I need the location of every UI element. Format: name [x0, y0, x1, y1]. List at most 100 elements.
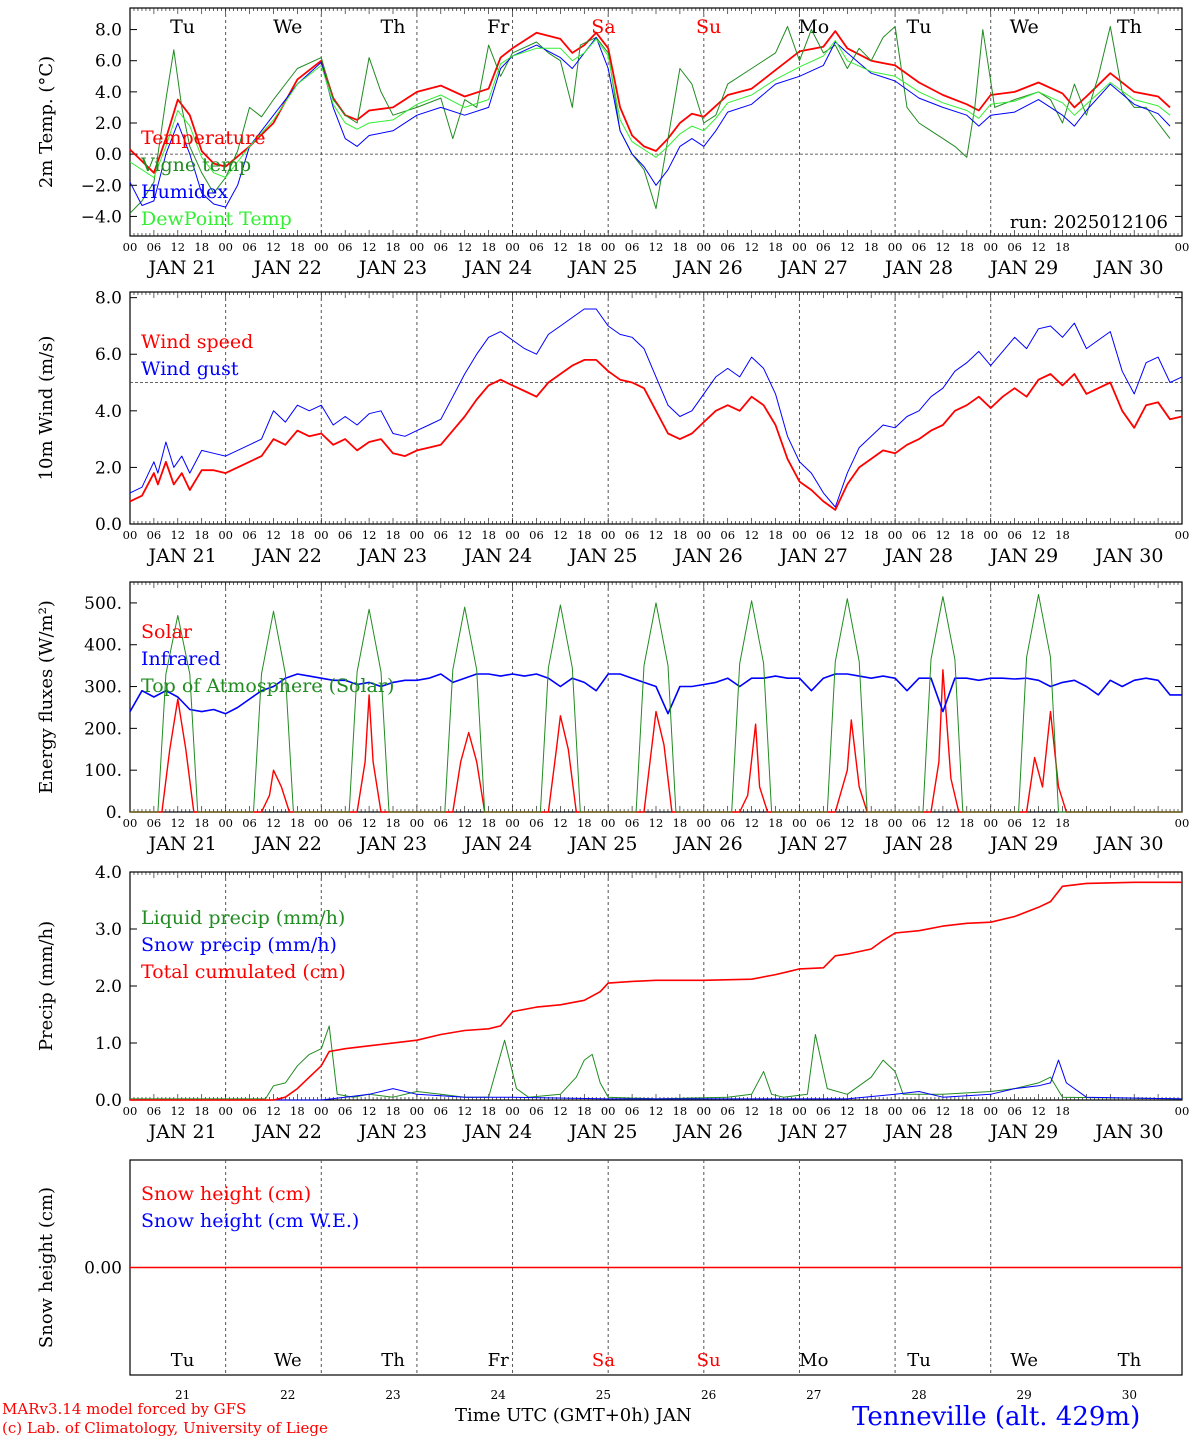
hour-tick-label: 06	[242, 816, 257, 830]
date-label: JAN 21	[147, 833, 217, 855]
legend-entry: Wind gust	[141, 358, 239, 380]
hour-tick-label: 12	[362, 240, 377, 254]
hour-tick-label: 00	[601, 240, 616, 254]
hour-tick-label: 12	[840, 240, 855, 254]
hour-tick-label: 06	[720, 816, 735, 830]
weekday-label: Sa	[592, 1350, 615, 1371]
y-axis-label: Snow height (cm)	[36, 1187, 57, 1348]
date-label: JAN 24	[462, 257, 532, 279]
weekday-label: Th	[381, 1350, 405, 1371]
hour-tick-label: 06	[147, 240, 162, 254]
date-label: JAN 21	[147, 545, 217, 567]
panel-frame	[129, 291, 1183, 525]
date-label: JAN 24	[462, 1121, 532, 1143]
date-label: JAN 23	[357, 545, 427, 567]
hour-tick-label: 18	[864, 240, 879, 254]
hour-tick-label: 06	[433, 240, 448, 254]
hour-tick-label: 06	[816, 816, 831, 830]
hour-tick-label: 00	[1175, 1104, 1190, 1118]
y-tick-label: 2.0	[95, 114, 122, 134]
y-axis-label: Energy fluxes (W/m²)	[36, 600, 57, 794]
day-number-label: 21	[175, 1388, 190, 1402]
y-tick-label: 6.0	[95, 345, 122, 365]
hour-tick-label: 00	[792, 816, 807, 830]
hour-tick-label: 18	[1055, 1104, 1070, 1118]
hour-tick-label: 00	[696, 1104, 711, 1118]
hour-tick-label: 06	[912, 240, 927, 254]
date-label: JAN 29	[988, 833, 1058, 855]
weekday-label: Tu	[907, 1350, 931, 1371]
date-label: JAN 23	[357, 257, 427, 279]
date-label: JAN 30	[1093, 1121, 1163, 1143]
hour-tick-label: 18	[577, 528, 592, 542]
date-label: JAN 30	[1093, 257, 1163, 279]
day-number-label: 22	[280, 1388, 295, 1402]
hour-tick-label: 00	[218, 528, 233, 542]
date-label: JAN 27	[778, 257, 848, 279]
hour-tick-label: 06	[912, 816, 927, 830]
hour-tick-label: 12	[553, 1104, 568, 1118]
hour-tick-label: 12	[457, 240, 472, 254]
hour-tick-label: 06	[338, 816, 353, 830]
hour-tick-label: 06	[338, 240, 353, 254]
day-number-label: 29	[1017, 1388, 1032, 1402]
date-label: JAN 21	[147, 1121, 217, 1143]
day-number-label: 26	[701, 1388, 716, 1402]
date-label: JAN 26	[673, 1121, 743, 1143]
hour-tick-label: 00	[314, 240, 329, 254]
weekday-label: Su	[697, 1350, 721, 1371]
weekday-label: Th	[1117, 16, 1142, 38]
hour-tick-label: 06	[529, 240, 544, 254]
hour-tick-label: 06	[816, 528, 831, 542]
hour-tick-label: 06	[529, 528, 544, 542]
legend-entry: Vigne temp	[140, 154, 251, 176]
hour-tick-label: 12	[1031, 528, 1046, 542]
hour-tick-label: 06	[912, 528, 927, 542]
hour-tick-label: 18	[1055, 816, 1070, 830]
hour-tick-label: 00	[792, 528, 807, 542]
date-label: JAN 24	[462, 833, 532, 855]
weekday-label: Mo	[798, 16, 829, 38]
hour-tick-label: 12	[170, 240, 185, 254]
hour-tick-label: 00	[505, 816, 520, 830]
legend-entry: Solar	[141, 621, 193, 643]
series-line	[129, 38, 1171, 178]
hour-tick-label: 12	[649, 816, 664, 830]
hour-tick-label: 00	[218, 816, 233, 830]
hour-tick-label: 12	[840, 528, 855, 542]
hour-tick-label: 00	[1175, 816, 1190, 830]
hour-tick-label: 06	[816, 240, 831, 254]
y-tick-label: 500.	[84, 594, 122, 614]
weekday-label: Th	[381, 16, 406, 38]
date-label: JAN 25	[567, 833, 637, 855]
hour-tick-label: 06	[147, 816, 162, 830]
hour-tick-label: 18	[577, 816, 592, 830]
date-label: JAN 27	[778, 545, 848, 567]
weekday-label: Su	[696, 16, 721, 38]
hour-tick-label: 18	[481, 1104, 496, 1118]
hour-tick-label: 06	[625, 528, 640, 542]
date-label: JAN 29	[988, 257, 1058, 279]
hour-tick-label: 12	[266, 1104, 281, 1118]
y-tick-label: −2.0	[81, 176, 122, 196]
date-label: JAN 25	[567, 257, 637, 279]
date-label: JAN 25	[567, 545, 637, 567]
weekday-label: We	[273, 16, 302, 38]
hour-tick-label: 06	[720, 240, 735, 254]
legend-entry: Snow height (cm)	[141, 1183, 311, 1205]
series-line	[130, 881, 1182, 1101]
hour-tick-label: 12	[1031, 1104, 1046, 1118]
hour-tick-label: 12	[457, 816, 472, 830]
date-label: JAN 30	[1093, 545, 1163, 567]
date-label: JAN 22	[252, 257, 322, 279]
hour-tick-label: 12	[457, 1104, 472, 1118]
hour-tick-label: 00	[314, 528, 329, 542]
series-line	[130, 1025, 1183, 1100]
date-label: JAN 22	[252, 833, 322, 855]
legend-entry: Total cumulated (cm)	[141, 961, 346, 983]
hour-tick-label: 06	[912, 1104, 927, 1118]
hour-tick-label: 12	[362, 816, 377, 830]
hour-tick-label: 00	[792, 1104, 807, 1118]
series-line	[129, 308, 1183, 508]
day-number-label: 23	[385, 1388, 400, 1402]
